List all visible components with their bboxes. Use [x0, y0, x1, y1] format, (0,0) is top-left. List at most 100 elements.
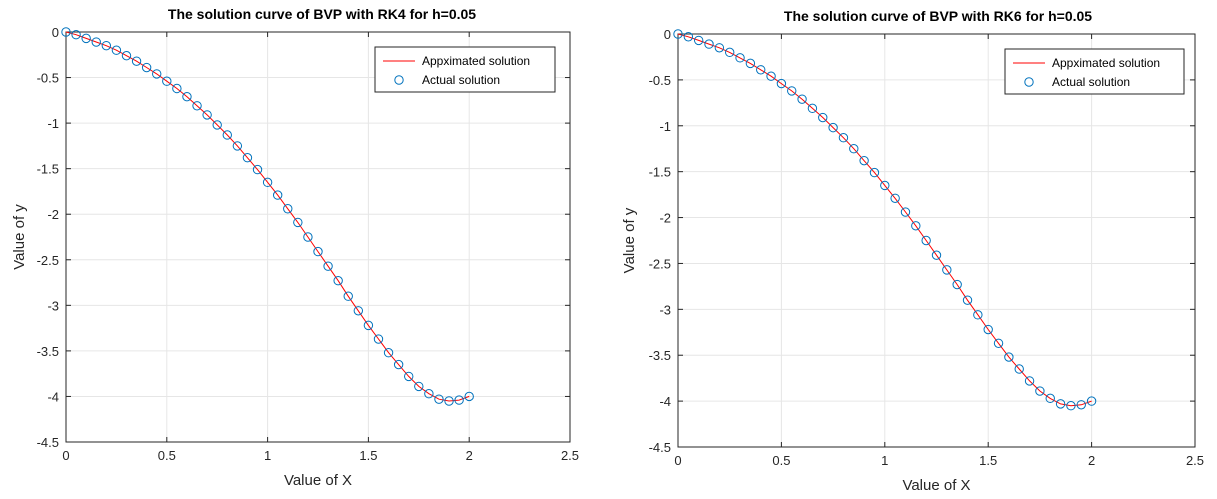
axes-box: [677, 33, 1196, 448]
data-point-actual-solution: [673, 29, 683, 39]
data-point-actual-solution: [880, 180, 890, 191]
data-point-actual-solution: [704, 39, 714, 49]
data-point-actual-solution: [1035, 386, 1045, 396]
x-tick-label: 2.5: [1186, 453, 1204, 468]
data-point-actual-solution: [131, 56, 142, 66]
y-tick-label: -4.5: [649, 440, 671, 455]
data-point-actual-solution: [363, 320, 374, 331]
data-point-actual-solution: [807, 103, 818, 114]
y-tick-label: -4: [659, 394, 671, 409]
data-point-actual-solution: [756, 65, 766, 75]
x-axis-label: Value of X: [284, 472, 352, 489]
data-point-actual-solution: [152, 69, 162, 79]
data-point-actual-solution: [931, 250, 942, 260]
legend-box: [374, 46, 556, 93]
data-point-actual-solution: [787, 86, 797, 96]
data-point-actual-solution: [745, 58, 756, 69]
y-tick-label: -0.5: [37, 71, 59, 86]
chart-2: 0 0.5 1 1.5 2 2.5 0 -0.5 -1 -1.5 -2 -2.5 -3 -3.5 -4 -4.…: [621, 8, 1204, 494]
x-tick-label: 1: [264, 448, 271, 463]
data-point-actual-solution: [818, 112, 828, 123]
data-point-actual-solution: [162, 76, 172, 86]
data-point-actual-solution: [111, 45, 122, 55]
data-point-actual-solution: [323, 261, 333, 271]
x-tick-label: 1.5: [979, 453, 997, 468]
legend-label: Actual solution: [422, 73, 500, 87]
legend-marker-swatch: [394, 75, 404, 85]
data-point-actual-solution: [776, 78, 787, 89]
data-point-actual-solution: [890, 193, 900, 203]
data-point-actual-solution: [121, 50, 132, 61]
chart-title: The solution curve of BVP with RK6 for h…: [784, 8, 1092, 24]
data-point-actual-solution: [424, 389, 434, 399]
chart-1: 0 0.5 1 1.5 2 2.5 0 -0.5 -1 -1.5 -2 -2.5 -3 -3.5 -4 -4.…: [11, 6, 579, 489]
data-point-actual-solution: [900, 207, 911, 217]
data-point-actual-solution: [192, 101, 202, 111]
data-point-actual-solution: [393, 359, 404, 370]
data-point-actual-solution: [973, 310, 983, 320]
y-tick-label: -0.5: [649, 73, 671, 88]
x-tick-label: 1: [881, 453, 888, 468]
data-point-actual-solution: [222, 130, 232, 140]
data-point-actual-solution: [993, 338, 1004, 348]
y-tick-label: -1.5: [649, 165, 671, 180]
data-point-actual-solution: [683, 32, 694, 42]
data-point-actual-solution: [828, 122, 838, 133]
data-point-actual-solution: [1045, 393, 1055, 404]
data-point-actual-solution: [714, 43, 725, 53]
plot-area: [678, 34, 1195, 447]
data-point-actual-solution: [444, 396, 454, 406]
legend-label: Appximated solution: [1052, 56, 1160, 70]
legend: Appximated solution Actual solution: [374, 46, 556, 93]
x-tick-label: 0: [674, 453, 681, 468]
legend-box: [1004, 48, 1185, 95]
data-point-actual-solution: [283, 204, 293, 214]
axes-box: [65, 31, 571, 443]
y-tick-label: 0: [664, 27, 671, 42]
data-point-actual-solution: [1076, 400, 1086, 410]
data-point-actual-solution: [849, 144, 859, 154]
data-point-actual-solution: [725, 47, 735, 58]
data-point-actual-solution: [293, 217, 303, 228]
data-point-actual-solution: [81, 33, 91, 44]
data-point-actual-solution: [962, 295, 973, 305]
series-line-appximated-solution: [65, 31, 470, 402]
data-point-actual-solution: [838, 133, 849, 143]
y-tick-label: -2: [47, 207, 59, 222]
y-tick-label: -4.5: [37, 435, 59, 450]
y-tick-label: -1: [47, 116, 59, 131]
data-point-actual-solution: [242, 153, 253, 163]
data-point-actual-solution: [942, 265, 952, 275]
legend-label: Appximated solution: [422, 54, 530, 68]
data-point-actual-solution: [333, 276, 343, 286]
data-point-actual-solution: [212, 120, 222, 130]
data-point-actual-solution: [343, 291, 353, 301]
data-point-actual-solution: [454, 395, 464, 405]
data-point-actual-solution: [61, 27, 71, 37]
data-point-actual-solution: [952, 279, 962, 290]
data-point-actual-solution: [921, 235, 931, 246]
y-tick-label: -3: [659, 302, 671, 317]
legend-marker-swatch: [1024, 77, 1034, 87]
data-point-actual-solution: [911, 221, 921, 231]
x-tick-label: 2: [466, 448, 473, 463]
x-tick-label: 0.5: [772, 453, 790, 468]
data-point-actual-solution: [141, 62, 152, 73]
data-point-actual-solution: [1066, 401, 1076, 411]
data-point-actual-solution: [693, 35, 704, 46]
data-point-actual-solution: [101, 40, 112, 51]
data-point-actual-solution: [373, 334, 384, 344]
data-point-actual-solution: [797, 94, 807, 104]
y-tick-label: -1: [659, 119, 671, 134]
data-point-actual-solution: [1055, 399, 1066, 409]
y-tick-label: 0: [52, 25, 59, 40]
data-point-actual-solution: [869, 167, 880, 178]
data-point-actual-solution: [735, 53, 745, 63]
y-tick-label: -2.5: [37, 253, 59, 268]
legend: Appximated solution Actual solution: [1004, 48, 1185, 95]
data-point-actual-solution: [383, 348, 394, 358]
x-tick-label: 0: [62, 448, 69, 463]
x-axis-label: Value of X: [902, 477, 970, 494]
data-point-actual-solution: [353, 306, 364, 316]
